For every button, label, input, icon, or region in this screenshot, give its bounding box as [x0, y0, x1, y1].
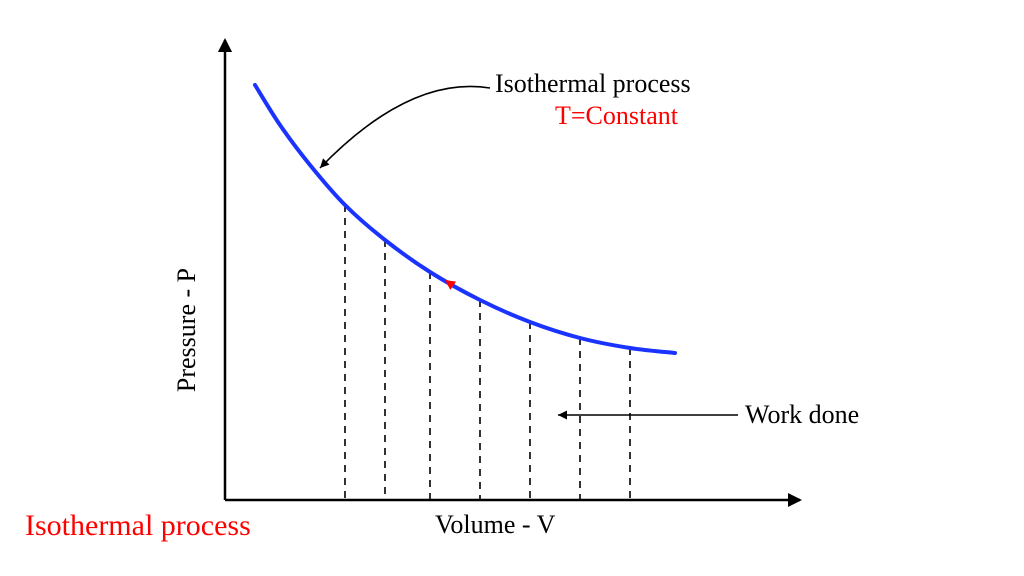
isothermal-leader-line	[320, 86, 490, 168]
t-constant-label: T=Constant	[555, 101, 679, 130]
y-axis-label: Pressure - P	[172, 268, 201, 392]
x-axis-arrow	[788, 493, 802, 507]
work-area-lines	[345, 205, 630, 500]
work-done-label: Work done	[745, 400, 859, 429]
work-done-leader-arrow	[558, 411, 567, 420]
axes: Volume - V Pressure - P	[172, 38, 802, 539]
isothermal-process-label: Isothermal process	[495, 69, 691, 98]
y-axis-arrow	[218, 38, 232, 52]
diagram-title: Isothermal process	[25, 509, 251, 542]
x-axis-label: Volume - V	[435, 510, 556, 539]
